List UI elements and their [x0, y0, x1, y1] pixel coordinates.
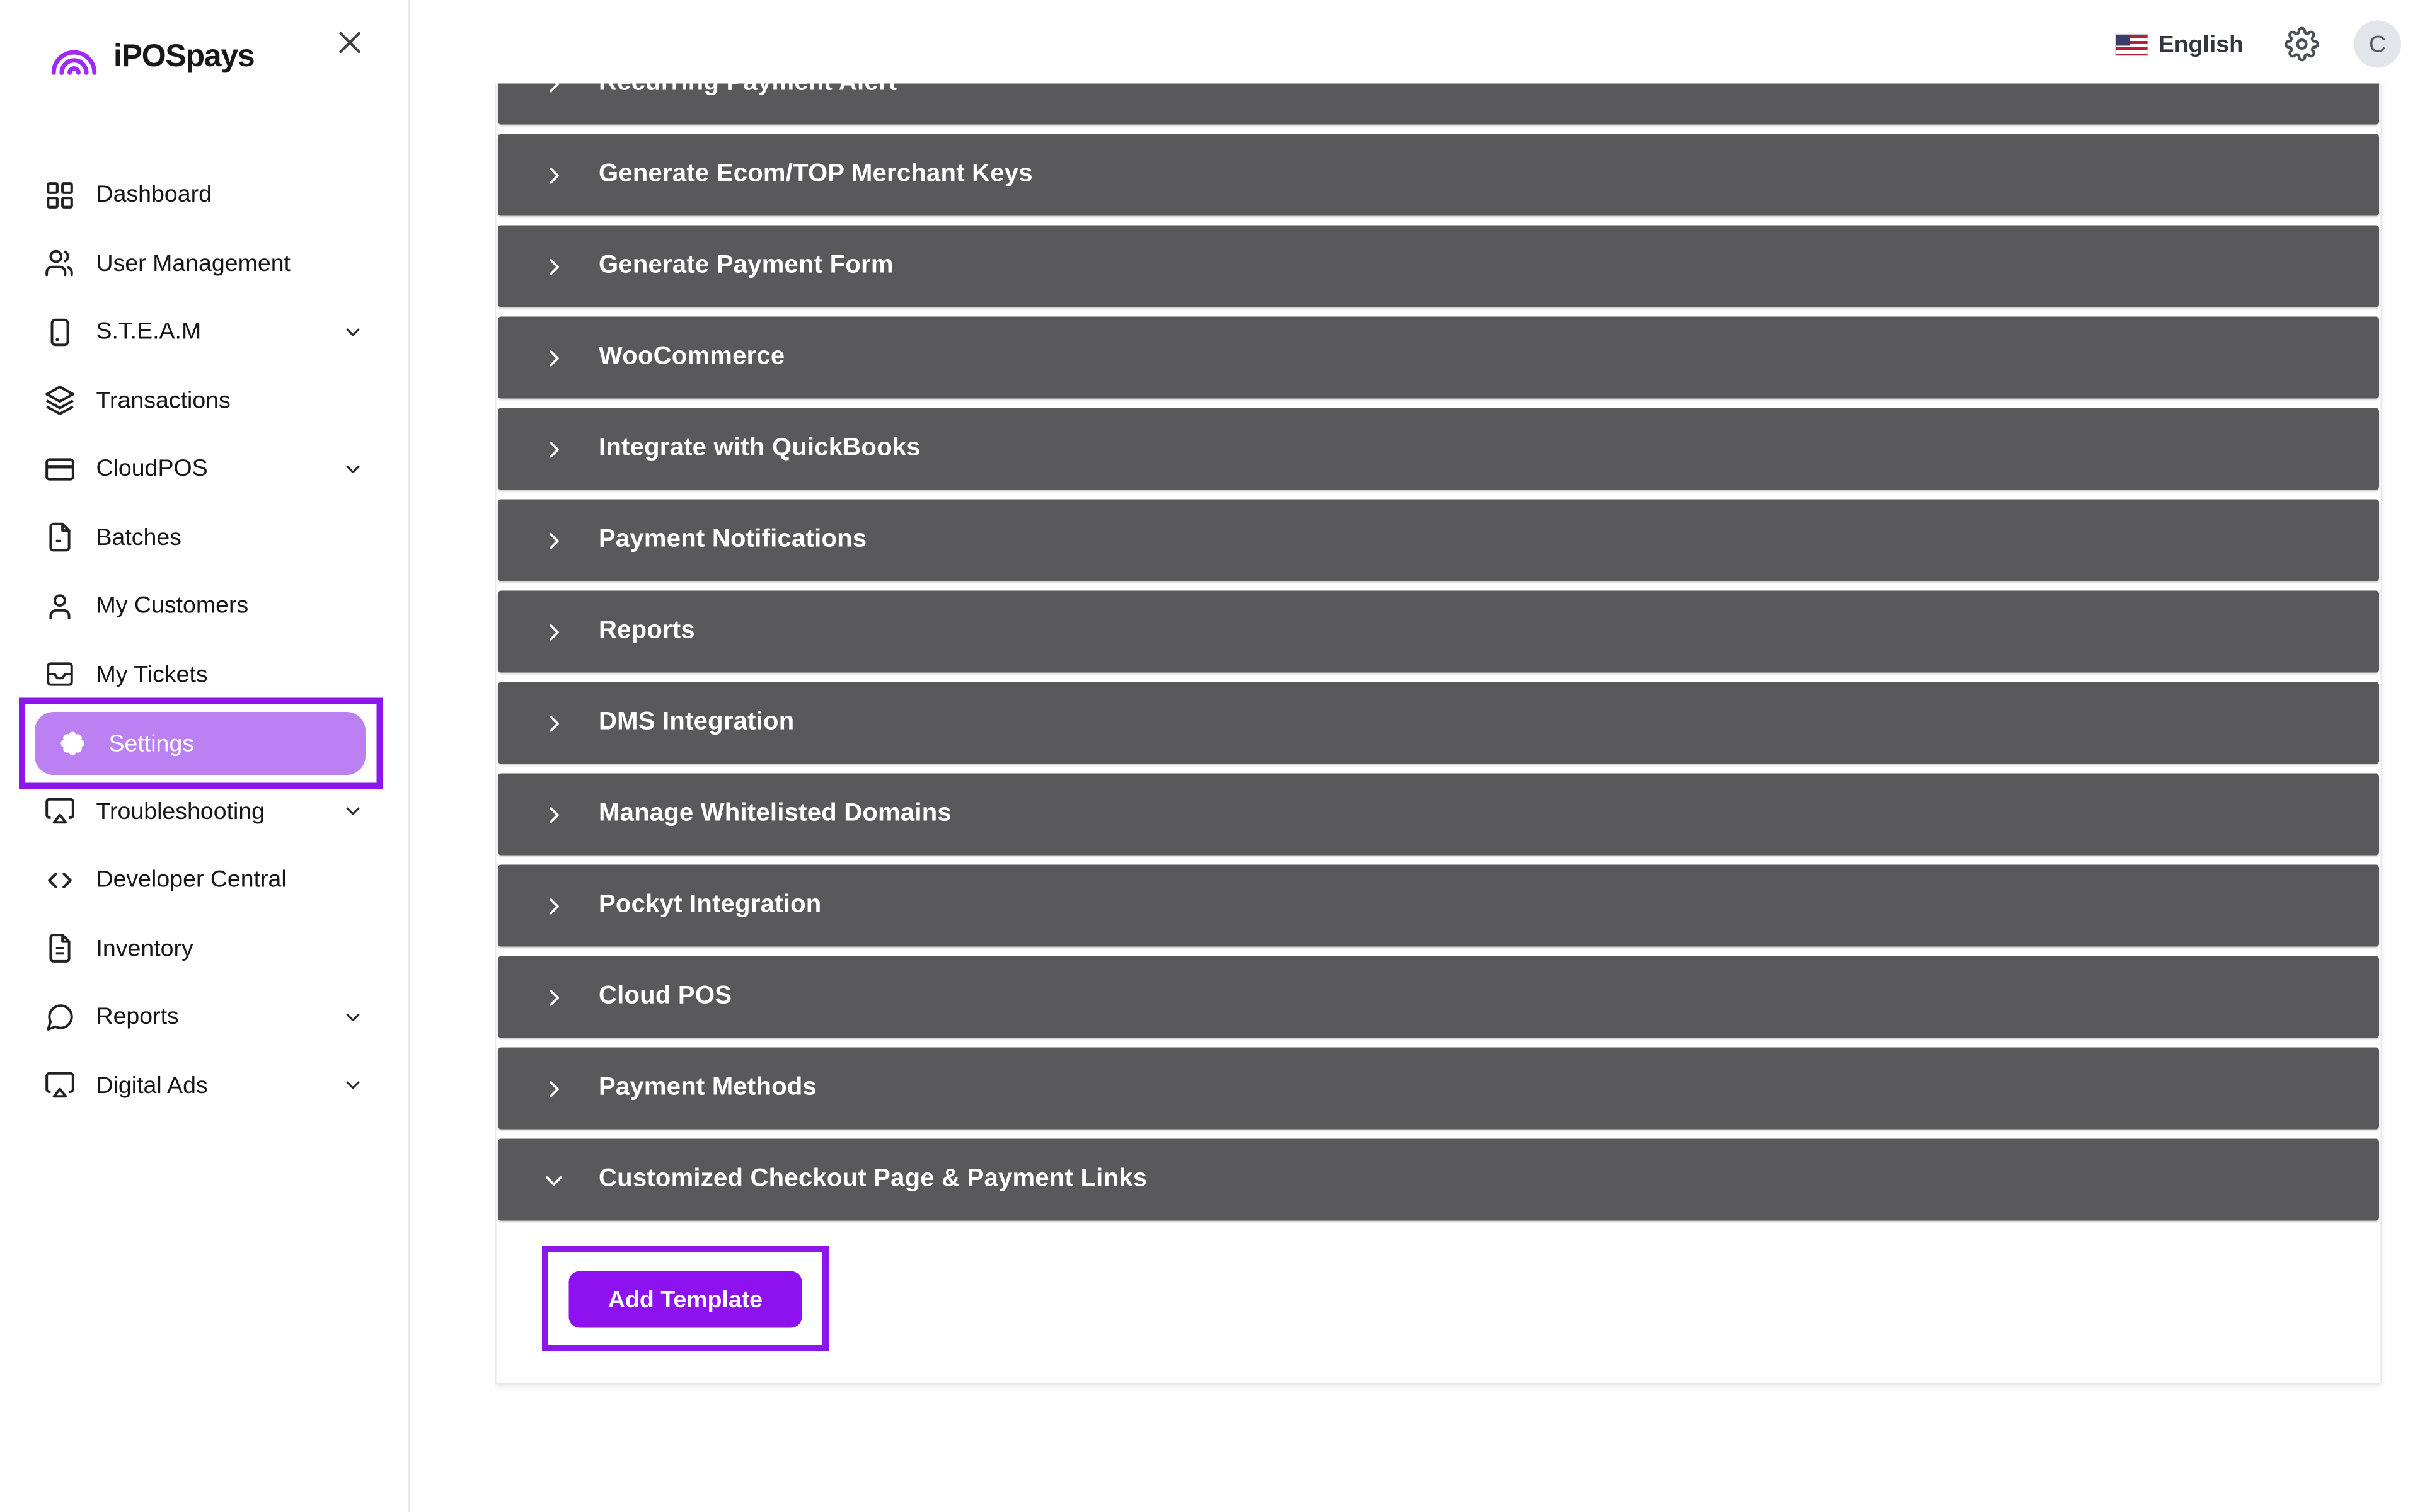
sidebar-item-cloudpos[interactable]: CloudPOS: [0, 435, 408, 503]
accordion-section-customized-checkout-page[interactable]: Customized Checkout Page & Payment Links: [498, 1138, 2379, 1221]
chevron-down-icon: [342, 801, 364, 823]
sidebar-item-dashboard[interactable]: Dashboard: [0, 161, 408, 229]
add-template-annotation-box: Add Template: [542, 1246, 829, 1351]
chevron-right-icon: [542, 255, 566, 278]
chevron-down-icon: [342, 458, 364, 480]
code-icon: [44, 864, 76, 896]
smartphone-icon: [44, 316, 76, 348]
accordion-section-recurring-payment-alert[interactable]: Recurring Payment Alert: [498, 83, 2379, 125]
chevron-right-icon: [542, 163, 566, 187]
file-icon: [44, 522, 76, 553]
close-icon[interactable]: [331, 24, 369, 62]
accordion-section-manage-whitelisted-domains[interactable]: Manage Whitelisted Domains: [498, 773, 2379, 856]
accordion-section-reports[interactable]: Reports: [498, 590, 2379, 673]
accordion-section-cloud-pos[interactable]: Cloud POS: [498, 956, 2379, 1038]
gear-icon[interactable]: [2285, 26, 2319, 62]
chevron-right-icon: [542, 346, 566, 370]
sidebar-item-my-tickets[interactable]: My Tickets: [0, 640, 408, 709]
accordion-section-payment-notifications[interactable]: Payment Notifications: [498, 499, 2379, 581]
chevron-right-icon: [542, 529, 566, 553]
sidebar-item-steam[interactable]: S.T.E.A.M: [0, 298, 408, 367]
user-icon: [44, 590, 76, 622]
chevron-right-icon: [542, 711, 566, 735]
us-flag-icon: [2116, 33, 2148, 55]
screen-share-icon: [44, 796, 76, 827]
sidebar-item-reports[interactable]: Reports: [0, 983, 408, 1051]
settings-active-pill[interactable]: Settings: [35, 712, 366, 775]
brand-logo: iPOSpays: [47, 38, 255, 76]
accordion-section-dms-integration[interactable]: DMS Integration: [498, 682, 2379, 764]
chevron-right-icon: [542, 803, 566, 827]
chevron-down-icon: [342, 1006, 364, 1028]
sidebar-nav: Dashboard User Management S.T.E.A.M: [0, 161, 408, 1120]
flower-icon: [57, 728, 88, 759]
chevron-down-icon: [542, 1168, 566, 1192]
layers-icon: [44, 385, 76, 416]
users-icon: [44, 248, 76, 279]
chevron-right-icon: [542, 83, 566, 96]
sidebar-item-inventory[interactable]: Inventory: [0, 914, 408, 983]
accordion-section-generate-ecom-top-merchant-keys[interactable]: Generate Ecom/TOP Merchant Keys: [498, 134, 2379, 216]
sidebar: iPOSpays Dashboard: [0, 0, 410, 1512]
message-circle-icon: [44, 1001, 76, 1033]
accordion-section-integrate-with-quickbooks[interactable]: Integrate with QuickBooks: [498, 408, 2379, 490]
chevron-right-icon: [542, 437, 566, 461]
add-template-button[interactable]: Add Template: [568, 1271, 802, 1328]
brand-name: iPOSpays: [113, 38, 255, 74]
sidebar-item-my-customers[interactable]: My Customers: [0, 572, 408, 641]
settings-accordion: Recurring Payment Alert Generate Ecom/TO…: [495, 83, 2385, 1512]
sidebar-item-batches[interactable]: Batches: [0, 503, 408, 572]
chevron-down-icon: [342, 1075, 364, 1097]
chevron-right-icon: [542, 620, 566, 644]
sidebar-item-user-management[interactable]: User Management: [0, 229, 408, 298]
sidebar-item-transactions[interactable]: Transactions: [0, 366, 408, 435]
sidebar-item-developer-central[interactable]: Developer Central: [0, 846, 408, 915]
avatar[interactable]: C: [2354, 20, 2401, 68]
grid-icon: [44, 179, 76, 210]
language-selector[interactable]: English: [2158, 30, 2244, 58]
sidebar-item-digital-ads[interactable]: Digital Ads: [0, 1051, 408, 1120]
chevron-right-icon: [542, 894, 566, 918]
file-text-icon: [44, 933, 76, 965]
sidebar-item-troubleshooting[interactable]: Troubleshooting: [0, 777, 408, 846]
credit-card-icon: [44, 453, 76, 484]
topbar: English C: [2116, 19, 2414, 69]
sidebar-item-settings[interactable]: Settings: [0, 697, 408, 789]
chevron-right-icon: [542, 985, 566, 1009]
inbox-icon: [44, 659, 76, 690]
accordion-section-woocommerce[interactable]: WooCommerce: [498, 316, 2379, 399]
screen-share-icon: [44, 1070, 76, 1101]
brand-arc-icon: [47, 38, 101, 76]
accordion-section-payment-methods[interactable]: Payment Methods: [498, 1047, 2379, 1130]
accordion-section-pockyt-integration[interactable]: Pockyt Integration: [498, 864, 2379, 947]
chevron-right-icon: [542, 1077, 566, 1101]
chevron-down-icon: [342, 321, 364, 343]
accordion-section-generate-payment-form[interactable]: Generate Payment Form: [498, 225, 2379, 307]
